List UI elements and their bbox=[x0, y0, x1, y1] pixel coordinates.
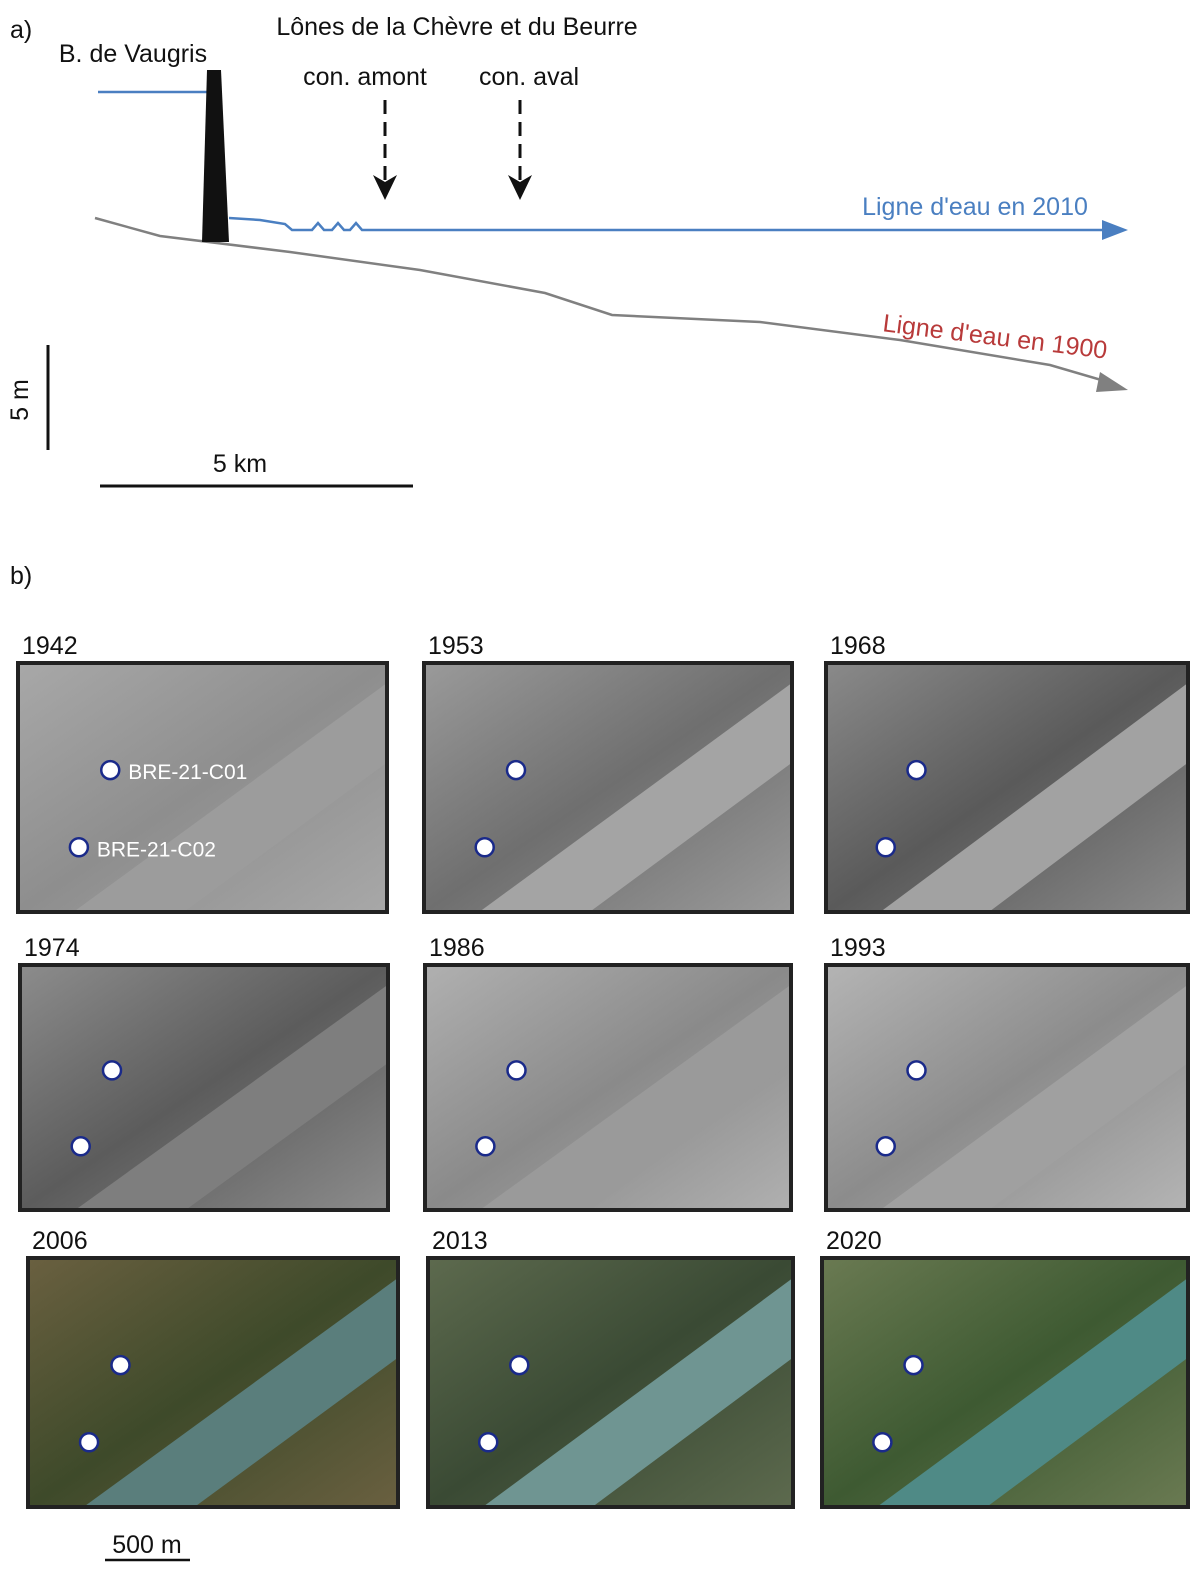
panel-label: a) bbox=[10, 16, 32, 44]
arrow-head bbox=[508, 175, 532, 200]
sample-point bbox=[506, 1060, 527, 1081]
sample-point bbox=[906, 759, 927, 781]
year-label: 1974 bbox=[24, 934, 80, 962]
year-label: 2006 bbox=[32, 1227, 88, 1255]
profile-1900 bbox=[94, 216, 1109, 384]
year-label: 1968 bbox=[830, 632, 886, 660]
river bbox=[876, 1277, 1188, 1507]
river bbox=[75, 984, 388, 1210]
year-label: 2020 bbox=[826, 1227, 882, 1255]
photo-frame bbox=[16, 661, 389, 914]
sample-point bbox=[101, 1060, 123, 1081]
year-label: 1986 bbox=[429, 934, 485, 962]
sample-point bbox=[68, 837, 90, 858]
photo-frame bbox=[426, 1256, 795, 1509]
river bbox=[479, 984, 791, 1210]
dam bbox=[202, 70, 229, 242]
sample-point bbox=[906, 1060, 927, 1081]
dam-label: B. de Vaugris bbox=[59, 40, 207, 68]
downstream-label: con. aval bbox=[479, 63, 579, 91]
arrow-head bbox=[373, 175, 397, 200]
year-label: 1942 bbox=[22, 632, 78, 660]
scale-label: 500 m bbox=[112, 1531, 181, 1559]
sample-point bbox=[477, 1432, 499, 1453]
sample-point bbox=[110, 1354, 131, 1376]
scale-label: 5 km bbox=[213, 450, 267, 478]
sample-point bbox=[903, 1354, 924, 1376]
year-label: 1953 bbox=[428, 632, 484, 660]
sample-point bbox=[875, 1136, 896, 1157]
sample-point bbox=[509, 1354, 530, 1376]
point-label: BRE-21-C01 bbox=[128, 761, 247, 784]
sample-point bbox=[475, 1136, 496, 1157]
point-label: BRE-21-C02 bbox=[97, 838, 216, 861]
sample-point bbox=[474, 837, 495, 858]
profile-2010 bbox=[228, 216, 1105, 232]
sample-point bbox=[872, 1432, 893, 1453]
upstream-label: con. amont bbox=[303, 63, 427, 91]
sample-point bbox=[875, 837, 896, 858]
photo-frame bbox=[824, 963, 1190, 1212]
river bbox=[479, 682, 792, 912]
title: Lônes de la Chèvre et du Beurre bbox=[276, 13, 637, 41]
photo-frame bbox=[423, 963, 793, 1212]
arrow-head bbox=[1096, 372, 1128, 392]
photo-frame bbox=[824, 661, 1190, 914]
river bbox=[73, 682, 387, 912]
year-label: 2013 bbox=[432, 1227, 488, 1255]
photo-frame bbox=[26, 1256, 400, 1509]
river bbox=[482, 1277, 793, 1507]
photo-frame bbox=[820, 1256, 1190, 1509]
sample-point bbox=[100, 759, 121, 781]
line-2010-label: Ligne d'eau en 2010 bbox=[862, 193, 1088, 221]
sample-point bbox=[70, 1136, 91, 1157]
river bbox=[880, 682, 1188, 912]
scale-label: 5 m bbox=[6, 379, 34, 421]
photo-frame bbox=[18, 963, 390, 1212]
year-label: 1993 bbox=[830, 934, 886, 962]
river bbox=[880, 984, 1188, 1210]
photo-frame bbox=[422, 661, 794, 914]
panel-label: b) bbox=[10, 562, 32, 590]
arrow-head bbox=[1102, 220, 1128, 240]
sample-point bbox=[78, 1432, 100, 1453]
sample-point bbox=[505, 759, 527, 781]
river bbox=[83, 1277, 398, 1507]
